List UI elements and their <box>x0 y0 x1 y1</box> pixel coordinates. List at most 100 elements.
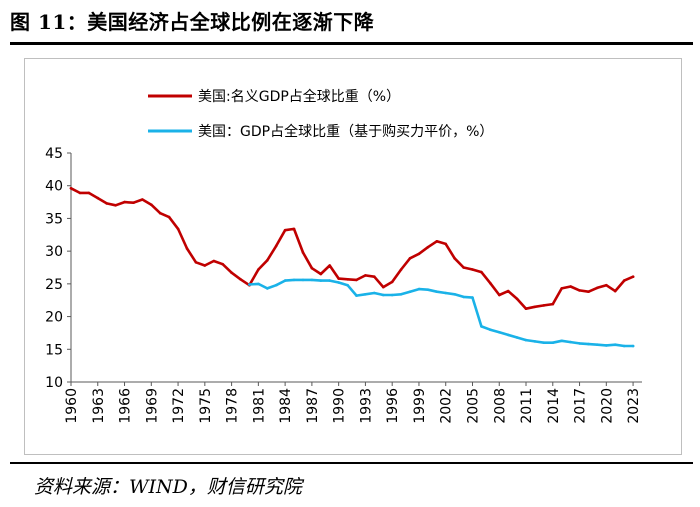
data-point-ppp <box>346 283 349 287</box>
data-point-ppp <box>462 295 465 299</box>
data-point-nominal <box>274 244 278 248</box>
x-tick-label: 1987 <box>305 388 321 424</box>
data-point-ppp <box>613 343 617 347</box>
title-rule <box>10 42 693 45</box>
data-point-ppp <box>622 344 626 348</box>
data-point-nominal <box>382 285 385 289</box>
data-point-nominal <box>489 281 492 285</box>
data-point-nominal <box>587 290 590 294</box>
data-point-nominal <box>408 257 412 260</box>
data-point-nominal <box>364 274 367 277</box>
data-point-nominal <box>141 198 144 201</box>
chart-axes: 10 15 20 25 30 35 40 45 1960 1963 1966 1969 1972 1975… <box>45 146 642 424</box>
data-point-nominal <box>613 289 617 293</box>
data-point-nominal <box>292 227 296 231</box>
data-point-ppp <box>248 283 251 286</box>
data-point-nominal <box>158 211 162 215</box>
data-point-nominal <box>283 228 287 232</box>
data-point-nominal <box>631 275 635 279</box>
data-point-ppp <box>337 281 341 284</box>
data-point-ppp <box>569 340 572 344</box>
x-tick-label: 1969 <box>144 388 160 424</box>
data-point-ppp <box>417 287 421 291</box>
data-point-ppp <box>399 293 403 296</box>
x-tick-label: 1996 <box>385 388 401 424</box>
x-tick-label: 2008 <box>492 388 508 424</box>
data-point-nominal <box>176 227 180 231</box>
series-line-nominal <box>69 187 635 311</box>
data-point-ppp <box>435 290 439 294</box>
data-point-nominal <box>266 259 269 262</box>
data-point-nominal <box>167 215 171 219</box>
data-point-nominal <box>203 264 207 267</box>
data-point-nominal <box>194 261 198 264</box>
x-tick-label: 1990 <box>332 388 348 424</box>
data-point-ppp <box>257 282 260 286</box>
x-tick-label: 1978 <box>225 388 241 424</box>
data-point-ppp <box>631 344 635 348</box>
data-point-nominal <box>132 201 135 204</box>
y-tick-label: 30 <box>45 244 63 260</box>
data-point-nominal <box>506 289 510 293</box>
data-point-ppp <box>551 341 555 345</box>
x-tick-label: 1963 <box>91 388 107 424</box>
data-point-nominal <box>319 272 323 276</box>
data-point-ppp <box>373 291 376 295</box>
data-point-nominal <box>462 266 465 269</box>
data-point-nominal <box>373 275 376 279</box>
y-tick-label: 45 <box>45 146 63 162</box>
y-tick-label: 15 <box>45 342 63 358</box>
data-point-nominal <box>390 280 394 284</box>
data-point-nominal <box>239 278 242 281</box>
data-point-ppp <box>426 288 430 292</box>
x-tick-label: 1981 <box>251 388 267 424</box>
data-point-nominal <box>328 264 332 267</box>
legend-label-ppp: 美国：GDP占全球比重（基于购买力平价，%） <box>198 123 493 140</box>
y-tick-label: 35 <box>45 211 63 227</box>
data-point-ppp <box>542 341 546 345</box>
data-point-nominal <box>310 266 314 270</box>
data-point-nominal <box>596 286 599 290</box>
data-point-ppp <box>382 293 385 297</box>
data-point-nominal <box>212 259 216 263</box>
data-point-ppp <box>319 279 323 282</box>
data-point-ppp <box>283 279 287 282</box>
data-point-ppp <box>480 325 483 328</box>
data-point-nominal <box>605 283 608 287</box>
data-point-nominal <box>578 289 581 292</box>
x-tick-label: 1966 <box>118 388 134 424</box>
data-point-ppp <box>390 293 394 297</box>
data-point-nominal <box>533 305 537 309</box>
data-point-ppp <box>587 342 590 346</box>
data-point-nominal <box>123 200 126 204</box>
source-rule <box>10 462 693 464</box>
data-point-ppp <box>328 279 332 282</box>
data-point-ppp <box>444 291 448 295</box>
data-point-nominal <box>435 240 439 243</box>
chart-frame <box>24 58 682 455</box>
data-point-nominal <box>355 278 358 282</box>
chart-series <box>69 187 635 348</box>
data-point-nominal <box>337 277 341 280</box>
data-point-ppp <box>471 296 474 299</box>
data-point-nominal <box>78 191 82 195</box>
data-point-nominal <box>426 245 430 249</box>
data-point-nominal <box>622 279 626 282</box>
data-point-nominal <box>551 302 555 306</box>
y-tick-label: 25 <box>45 277 63 293</box>
data-point-nominal <box>542 304 546 307</box>
x-tick-label: 1975 <box>198 388 214 424</box>
data-point-ppp <box>560 339 563 343</box>
data-point-nominal <box>524 307 528 311</box>
data-point-ppp <box>605 344 608 347</box>
data-point-ppp <box>408 290 412 294</box>
data-point-ppp <box>596 343 599 347</box>
data-point-nominal <box>69 187 73 190</box>
data-point-nominal <box>453 257 456 260</box>
data-point-nominal <box>417 252 421 256</box>
data-point-ppp <box>578 342 581 345</box>
y-tick-label: 10 <box>45 375 63 391</box>
data-point-nominal <box>230 271 233 275</box>
data-point-nominal <box>185 247 189 250</box>
